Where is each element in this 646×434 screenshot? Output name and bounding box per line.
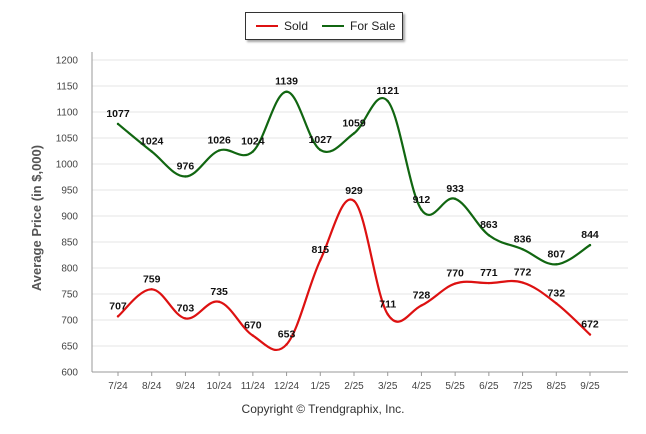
data-label-for-sale: 976	[177, 160, 195, 172]
data-point-for-sale	[251, 150, 255, 153]
data-label-sold: 711	[379, 298, 396, 310]
data-label-for-sale: 1059	[342, 117, 366, 129]
data-point-sold	[521, 281, 524, 284]
data-label-sold: 735	[210, 286, 228, 298]
data-point-sold	[420, 304, 423, 307]
y-tick-label: 1050	[56, 134, 79, 145]
legend-item-for-sale: For Sale	[322, 19, 395, 33]
data-point-sold	[319, 259, 322, 262]
data-label-for-sale: 844	[581, 229, 599, 241]
data-label-for-sale: 912	[413, 194, 431, 206]
data-label-sold: 670	[244, 320, 262, 332]
y-tick-label: 850	[61, 238, 78, 249]
data-label-sold: 772	[514, 267, 532, 279]
data-point-sold	[285, 343, 288, 346]
y-tick-label: 1150	[56, 82, 78, 93]
data-point-for-sale	[352, 132, 356, 135]
x-tick-label: 7/24	[108, 381, 128, 392]
data-label-sold: 728	[413, 289, 431, 301]
data-point-sold	[588, 333, 592, 336]
data-point-sold	[150, 288, 153, 291]
y-tick-label: 1200	[56, 56, 79, 67]
data-point-sold	[386, 313, 389, 316]
data-label-for-sale: 836	[514, 233, 532, 245]
x-tick-label: 8/25	[547, 381, 567, 392]
data-label-for-sale: 1027	[309, 134, 333, 146]
data-point-for-sale	[521, 248, 524, 251]
legend-item-sold: Sold	[256, 19, 308, 33]
data-point-for-sale	[420, 208, 423, 211]
data-point-for-sale	[386, 99, 389, 103]
data-point-for-sale	[116, 122, 120, 126]
x-tick-label: 1/25	[311, 381, 331, 392]
data-point-sold	[487, 281, 491, 285]
data-point-for-sale	[184, 175, 187, 178]
x-tick-label: 12/24	[274, 381, 299, 392]
data-point-sold	[352, 199, 356, 203]
data-label-sold: 732	[548, 287, 566, 299]
x-tick-label: 6/25	[479, 381, 499, 392]
y-tick-label: 950	[61, 186, 78, 197]
data-point-sold	[217, 300, 221, 303]
series-line-for-sale	[116, 90, 592, 266]
data-label-for-sale: 1024	[241, 136, 265, 148]
data-label-sold: 653	[278, 328, 296, 340]
y-tick-label: 1000	[56, 160, 79, 171]
chart-legend: Sold For Sale	[245, 12, 403, 40]
y-axis-title: Average Price (in $,000)	[29, 145, 44, 291]
data-label-for-sale: 1077	[106, 108, 130, 120]
y-tick-label: 650	[61, 342, 78, 353]
x-tick-label: 4/25	[412, 381, 432, 392]
legend-label-for-sale: For Sale	[350, 19, 396, 33]
y-tick-label: 750	[61, 290, 78, 301]
copyright-footer: Copyright © Trendgraphix, Inc.	[241, 402, 405, 416]
data-point-for-sale	[487, 234, 491, 237]
data-label-for-sale: 1121	[376, 85, 399, 97]
y-tick-label: 1100	[56, 108, 78, 119]
x-tick-label: 11/24	[241, 381, 266, 392]
data-label-sold: 929	[345, 185, 363, 197]
data-point-for-sale	[555, 263, 558, 266]
y-tick-label: 800	[61, 264, 78, 275]
legend-label-sold: Sold	[284, 19, 309, 33]
data-point-for-sale	[588, 243, 592, 247]
x-tick-label: 10/24	[207, 381, 232, 392]
x-tick-label: 9/24	[176, 381, 196, 392]
data-label-for-sale: 1024	[140, 136, 164, 148]
data-label-sold: 707	[109, 300, 127, 312]
data-label-for-sale: 1026	[207, 134, 231, 146]
data-point-sold	[555, 302, 558, 305]
data-label-sold: 759	[143, 273, 161, 285]
data-point-sold	[453, 282, 457, 285]
x-tick-label: 8/24	[142, 381, 162, 392]
data-point-sold	[184, 317, 187, 320]
data-point-sold	[251, 334, 255, 337]
data-point-for-sale	[217, 149, 221, 152]
x-tick-label: 3/25	[378, 381, 398, 392]
data-label-sold: 770	[446, 268, 464, 280]
legend-swatch-for-sale	[322, 25, 345, 27]
data-point-for-sale	[453, 197, 457, 201]
data-label-sold: 771	[480, 267, 498, 279]
data-label-sold: 815	[312, 244, 330, 256]
data-point-for-sale	[150, 150, 153, 153]
y-tick-label: 600	[61, 368, 78, 379]
data-point-for-sale	[319, 148, 322, 152]
x-tick-label: 5/25	[445, 381, 465, 392]
data-label-for-sale: 863	[480, 219, 498, 231]
data-point-sold	[116, 315, 120, 318]
data-label-for-sale: 933	[446, 183, 464, 195]
x-tick-label: 2/25	[344, 381, 364, 392]
data-label-sold: 703	[177, 302, 195, 314]
x-tick-label: 7/25	[513, 381, 533, 392]
y-tick-label: 900	[61, 212, 78, 223]
y-tick-label: 700	[61, 316, 78, 327]
legend-swatch-sold	[256, 25, 278, 27]
x-tick-label: 9/25	[580, 381, 600, 392]
data-point-for-sale	[285, 90, 288, 93]
data-label-sold: 672	[581, 319, 599, 331]
data-label-for-sale: 807	[548, 248, 566, 260]
data-label-for-sale: 1139	[275, 76, 298, 88]
